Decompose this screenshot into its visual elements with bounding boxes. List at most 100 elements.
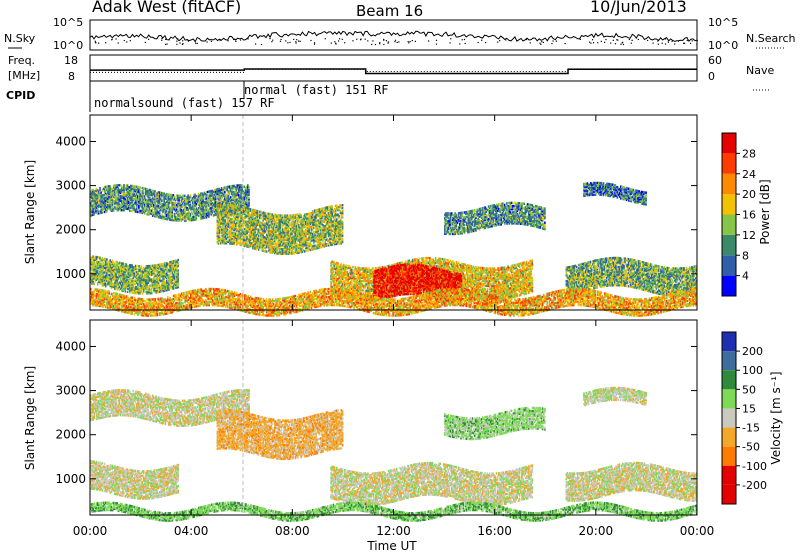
heatmap-cell (141, 265, 143, 267)
nsearch-dot (629, 39, 630, 40)
freq-panel-frame (90, 55, 697, 81)
nsearch-dot (240, 39, 241, 40)
heatmap-cell (93, 283, 95, 285)
nsearch-dot (478, 42, 479, 43)
nsearch-dot (314, 42, 315, 43)
heatmap-cell (260, 217, 262, 219)
nsearch-dot (412, 40, 413, 41)
nsearch-dot (272, 40, 273, 41)
nsearch-dot (593, 42, 594, 43)
date-title: 10/Jun/2013 (590, 0, 687, 16)
nsearch-dot (289, 42, 290, 43)
heatmap-cell (166, 210, 168, 212)
heatmap-cell (99, 187, 101, 189)
heatmap-cell (248, 186, 250, 188)
nsky-label: N.Sky (4, 32, 36, 45)
heatmap-cell (248, 189, 250, 191)
cpid-text-2: normal (fast) 151 RF (244, 83, 389, 97)
heatmap-cell (122, 263, 124, 265)
nsearch-dot (126, 41, 127, 42)
nsearch-dot (166, 43, 167, 44)
nsearch-dot (383, 40, 384, 41)
nsearch-dot (408, 41, 409, 42)
nsearch-dot (652, 43, 653, 44)
nsearch-dot (338, 40, 339, 41)
nsearch-dot (696, 44, 697, 45)
freq-tick-low: 8 (68, 70, 75, 83)
nsearch-dot (95, 41, 96, 42)
nsearch-dot (687, 40, 688, 41)
nsearch-dot (296, 42, 297, 43)
heatmap-cell (190, 204, 192, 206)
nsearch-dot (615, 43, 616, 44)
nsearch-dot (543, 42, 544, 43)
nsearch-dot (228, 40, 229, 41)
nsearch-dot (187, 39, 188, 40)
heatmap-cell (300, 214, 302, 216)
heatmap-cell (222, 205, 224, 207)
nsearch-dot (165, 39, 166, 40)
heatmap-cell (225, 219, 227, 221)
heatmap-cell (97, 270, 99, 272)
nsky-panel-frame (90, 20, 697, 50)
heatmap-cell (190, 194, 192, 196)
cpid-label: CPID (6, 89, 35, 102)
heatmap-cell (248, 201, 250, 203)
nsearch-dot (459, 43, 460, 44)
nsearch-dot (565, 43, 566, 44)
heatmap-cell (161, 263, 163, 265)
nsearch-dot (219, 39, 220, 40)
nsearch-dot (436, 40, 437, 41)
nsearch-dot (450, 38, 451, 39)
nsearch-dot (293, 39, 294, 40)
station-title: Adak West (fitACF) (92, 0, 241, 16)
nsearch-dot (597, 42, 598, 43)
heatmap-cell (342, 207, 344, 209)
nsearch-dot (356, 39, 357, 40)
nave-tick-high: 60 (708, 54, 722, 67)
nsearch-dot (197, 43, 198, 44)
heatmap-cell (257, 210, 259, 212)
nsky-tick-high: 10^5 (53, 16, 83, 29)
nsearch-dot (145, 42, 146, 43)
nsearch-dot (631, 43, 632, 44)
nsearch-dot (176, 41, 177, 42)
nsearch-dot (552, 40, 553, 41)
heatmap-cell (342, 238, 344, 240)
heatmap-cell (185, 220, 187, 222)
heatmap-cell (152, 208, 154, 210)
nsearch-dot (179, 42, 180, 43)
heatmap-cell (322, 207, 324, 209)
nsearch-dot (395, 40, 396, 41)
nsearch-dot (394, 41, 395, 42)
nsearch-dot (300, 41, 301, 42)
nsearch-dot (148, 39, 149, 40)
heatmap-cell (219, 235, 221, 237)
nsearch-dot (234, 39, 235, 40)
nsearch-dot (177, 38, 178, 39)
nsearch-dot (499, 40, 500, 41)
nsearch-dot (410, 41, 411, 42)
nsearch-label: N.Search (746, 32, 796, 45)
nsearch-dot (692, 40, 693, 41)
nsearch-dot (379, 43, 380, 44)
nsearch-dot (334, 41, 335, 42)
nsearch-dot (168, 39, 169, 40)
heatmap-cell (139, 186, 141, 188)
nsearch-dot (388, 41, 389, 42)
nsearch-dot (613, 40, 614, 41)
nsearch-dot (397, 42, 398, 43)
nsearch-dot (617, 40, 618, 41)
nsearch-dot (124, 40, 125, 41)
nsearch-dot (220, 40, 221, 41)
nsearch-dot (450, 42, 451, 43)
nsearch-dot (296, 39, 297, 40)
nsearch-dot (352, 40, 353, 41)
nsearch-dot (375, 44, 376, 45)
nsearch-dot (165, 44, 166, 45)
heatmap-cell (282, 228, 284, 230)
heatmap-cell (134, 205, 136, 207)
heatmap-cell (248, 197, 250, 199)
nsearch-dot (665, 43, 666, 44)
nsearch-dot (415, 41, 416, 42)
